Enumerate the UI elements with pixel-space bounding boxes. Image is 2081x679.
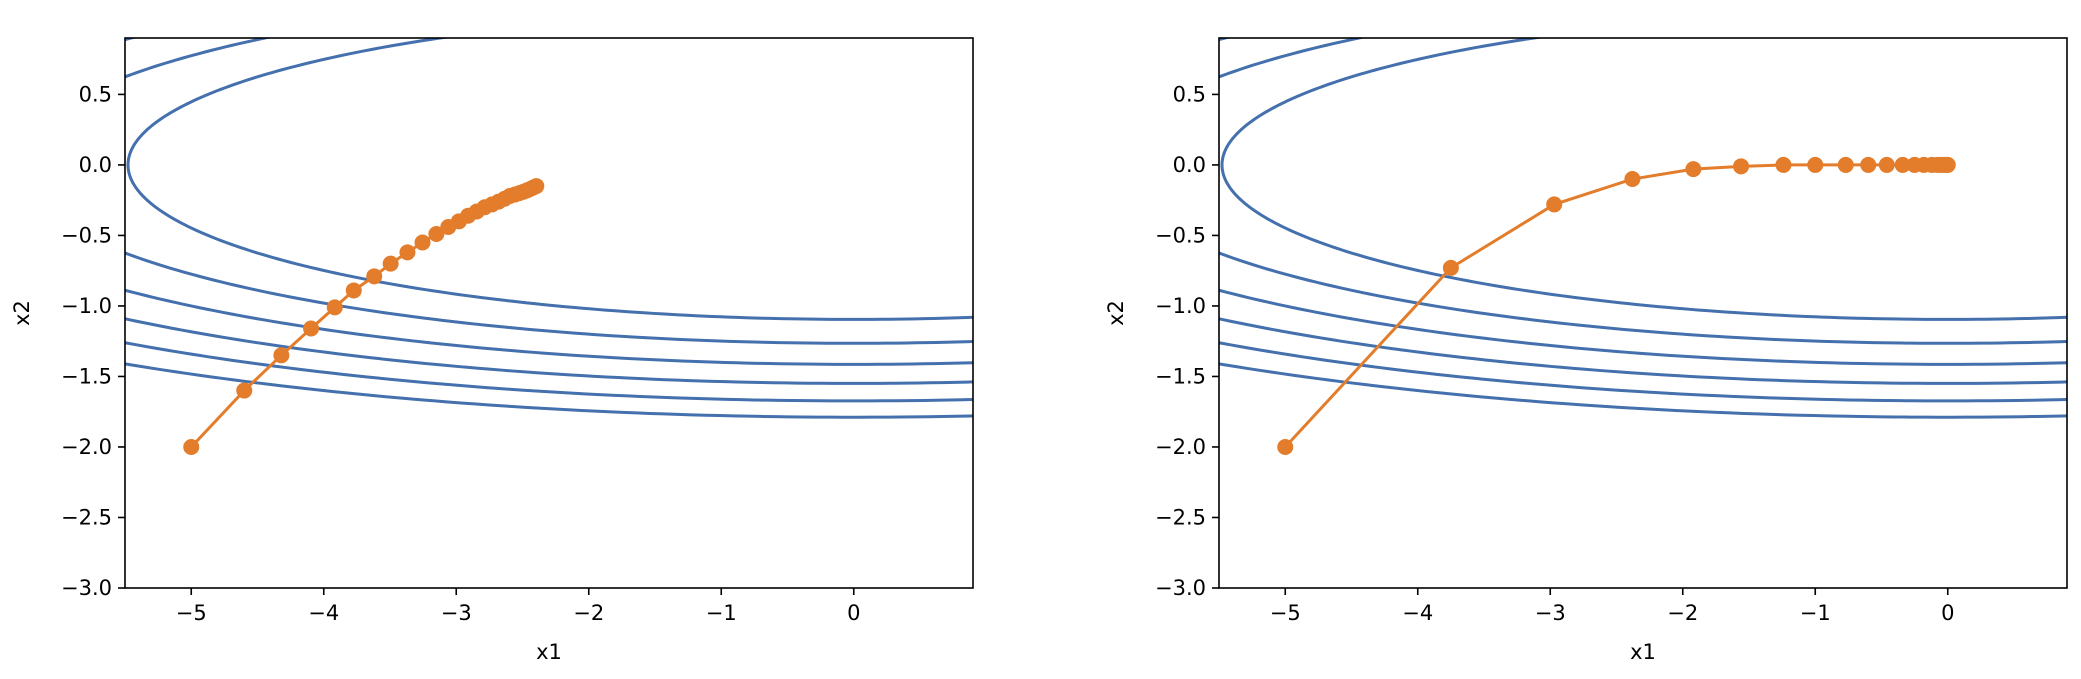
y-tick-label: −1.5 — [1155, 364, 1206, 388]
trajectory-group — [183, 178, 545, 455]
y-tick-label: −1.5 — [61, 364, 112, 388]
y-tick-label: 0.0 — [79, 153, 112, 177]
x-axis-label: x1 — [1630, 640, 1656, 664]
y-axis-label: x2 — [1104, 300, 1128, 326]
right-plot: −5 −4 −3 −2 −1 0 −3.0 −2.5 −2.0 −1.5 −1.0 −0.5 0.0 0.… — [1104, 37, 2068, 664]
plot-frame — [1218, 37, 2068, 589]
trajectory-point — [1733, 158, 1750, 175]
trajectory-point — [382, 255, 399, 272]
trajectory-point — [1546, 196, 1563, 213]
trajectory-point — [236, 382, 253, 399]
trajectory-point — [326, 299, 343, 316]
x-tick-label: −2 — [1667, 601, 1698, 625]
trajectory-point — [345, 282, 362, 299]
trajectory-point — [183, 438, 200, 455]
contour-line — [125, 38, 973, 345]
trajectory-point — [528, 178, 545, 195]
trajectory-point — [1878, 156, 1895, 173]
x-tick-label: −3 — [1535, 601, 1566, 625]
x-tick-label: −3 — [441, 601, 472, 625]
trajectory-point — [1860, 156, 1877, 173]
y-tick-label: 0.5 — [79, 82, 112, 106]
trajectory-line — [1284, 163, 1948, 448]
trajectory-point — [1277, 438, 1294, 455]
x-tick-label: −2 — [573, 601, 604, 625]
x-tick-label: 0 — [1941, 601, 1954, 625]
contour-line — [1220, 38, 2067, 321]
contour-group — [1219, 38, 2067, 419]
left-plot: −5 −4 −3 −2 −1 0 −3.0 −2.5 −2.0 −1.5 −1.0 −0.5 0.0 0.… — [10, 37, 974, 664]
plot-frame — [124, 37, 974, 589]
contour-line — [1219, 38, 2067, 366]
trajectory-point — [414, 234, 431, 251]
y-tick-label: −1.0 — [61, 294, 112, 318]
trajectory-point — [1894, 156, 1911, 173]
y-tick-label: −2.5 — [61, 505, 112, 529]
x-tick-label: −5 — [1270, 601, 1301, 625]
y-tick-label: −2.0 — [1155, 435, 1206, 459]
x-tick-label: −4 — [1402, 601, 1433, 625]
trajectory-point — [1624, 171, 1641, 188]
trajectory-point — [1807, 156, 1824, 173]
y-axis-label: x2 — [10, 300, 34, 326]
trajectory-point — [399, 244, 416, 261]
y-tick-label: −3.0 — [61, 576, 112, 600]
trajectory-point — [1442, 259, 1459, 276]
trajectory-point — [1837, 156, 1854, 173]
contour-line — [125, 341, 973, 403]
x-axis-label: x1 — [536, 640, 562, 664]
x-tick-label: 0 — [847, 601, 860, 625]
trajectory-point — [1685, 161, 1702, 178]
contour-line — [126, 38, 973, 321]
trajectory-point — [303, 320, 320, 337]
contour-line — [125, 38, 973, 366]
trajectory-point — [1775, 156, 1792, 173]
trajectory-point — [273, 347, 290, 364]
y-tick-label: −3.0 — [1155, 576, 1206, 600]
trajectory-point — [1939, 156, 1956, 173]
contour-line — [1219, 317, 2067, 385]
contour-line — [1219, 341, 2067, 403]
y-tick-label: −2.0 — [61, 435, 112, 459]
y-tick-label: −0.5 — [1155, 223, 1206, 247]
x-tick-label: −4 — [308, 601, 339, 625]
x-tick-label: −1 — [1800, 601, 1831, 625]
y-tick-label: −2.5 — [1155, 505, 1206, 529]
trajectory-point — [366, 268, 383, 285]
y-tick-label: −0.5 — [61, 223, 112, 247]
contour-line — [1219, 362, 2067, 419]
y-tick-label: 0.0 — [1173, 153, 1206, 177]
trajectory-group — [1277, 156, 1956, 455]
contour-line — [125, 317, 973, 385]
y-tick-label: 0.5 — [1173, 82, 1206, 106]
trajectory-point — [428, 226, 445, 243]
y-tick-label: −1.0 — [1155, 294, 1206, 318]
contour-group — [125, 38, 973, 419]
x-tick-label: −5 — [176, 601, 207, 625]
x-tick-label: −1 — [706, 601, 737, 625]
